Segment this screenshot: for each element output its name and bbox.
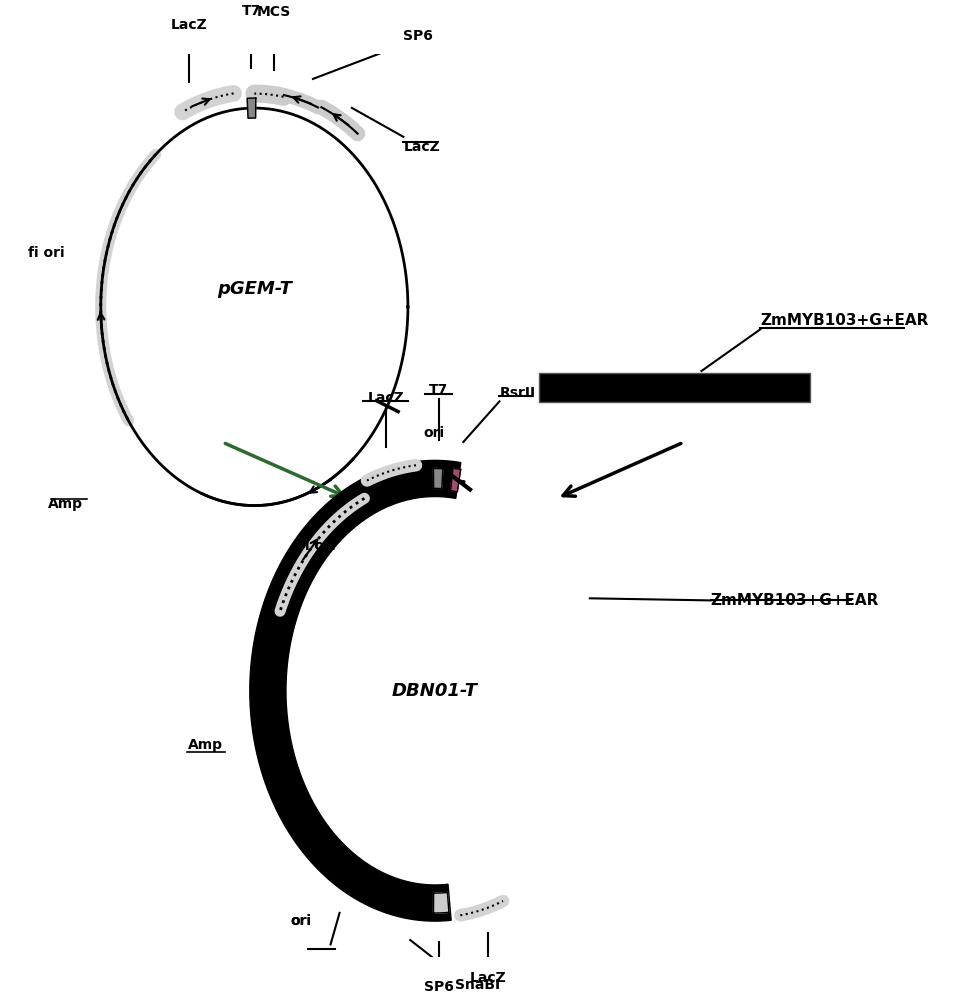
Polygon shape <box>250 460 461 921</box>
Text: LacZ: LacZ <box>469 971 506 985</box>
Text: RsrII: RsrII <box>499 386 535 400</box>
Polygon shape <box>450 468 461 492</box>
Text: ZmMYB103+G+EAR: ZmMYB103+G+EAR <box>710 593 879 608</box>
Text: T7: T7 <box>429 383 448 397</box>
Text: pGEM-T: pGEM-T <box>217 280 292 298</box>
Text: ori: ori <box>291 914 312 928</box>
Text: SnaBI: SnaBI <box>455 978 501 992</box>
Text: ori: ori <box>424 426 445 440</box>
Text: MCS: MCS <box>257 5 292 19</box>
Polygon shape <box>433 892 449 913</box>
Text: fi ori: fi ori <box>299 539 336 553</box>
Text: LacZ: LacZ <box>367 391 404 405</box>
Text: T7: T7 <box>242 4 261 18</box>
Text: Amp: Amp <box>48 497 83 511</box>
Text: DBN01-T: DBN01-T <box>392 682 478 700</box>
Text: Amp: Amp <box>187 738 223 752</box>
Text: LacZ: LacZ <box>171 18 207 32</box>
Polygon shape <box>433 469 443 489</box>
Text: SP6: SP6 <box>403 29 433 43</box>
Polygon shape <box>248 98 256 118</box>
Bar <box>539 373 810 402</box>
Text: SP6: SP6 <box>424 980 453 994</box>
Text: ori: ori <box>291 914 312 928</box>
Text: LacZ: LacZ <box>403 140 440 154</box>
Text: ZmMYB103+G+EAR: ZmMYB103+G+EAR <box>760 313 928 328</box>
Text: fi ori: fi ori <box>28 246 65 260</box>
